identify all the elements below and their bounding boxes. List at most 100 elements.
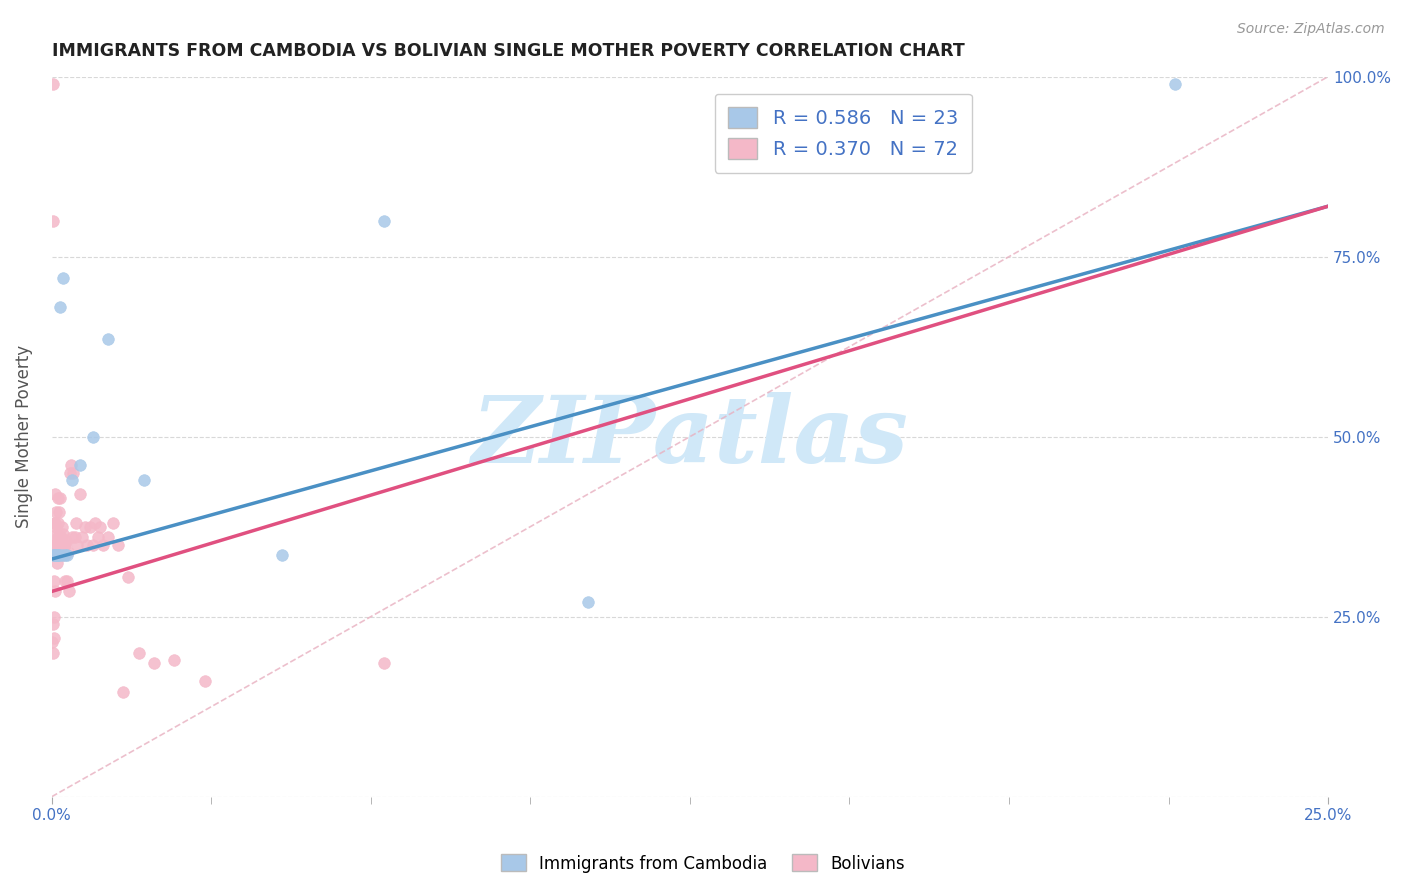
Point — [44, 584, 66, 599]
Point — [42, 549, 65, 563]
Point — [44, 538, 66, 552]
Point — [60, 531, 83, 545]
Text: ZIPatlas: ZIPatlas — [471, 392, 908, 482]
Point — [86, 531, 108, 545]
Point — [42, 213, 65, 227]
Point — [45, 549, 67, 563]
Point — [44, 516, 66, 530]
Point — [576, 595, 599, 609]
Point — [82, 538, 104, 552]
Point — [60, 473, 83, 487]
Point — [42, 616, 65, 631]
Point — [46, 549, 69, 563]
Point — [65, 516, 87, 530]
Point — [44, 516, 66, 530]
Point — [52, 549, 75, 563]
Point — [41, 635, 63, 649]
Point — [52, 271, 75, 285]
Point — [128, 646, 150, 660]
Text: Source: ZipAtlas.com: Source: ZipAtlas.com — [1237, 22, 1385, 37]
Point — [73, 519, 96, 533]
Point — [48, 549, 70, 563]
Point — [46, 491, 69, 505]
Point — [69, 458, 91, 473]
Point — [49, 531, 72, 545]
Legend: Immigrants from Cambodia, Bolivians: Immigrants from Cambodia, Bolivians — [494, 847, 912, 880]
Point — [82, 429, 104, 443]
Point — [142, 657, 165, 671]
Point — [42, 609, 65, 624]
Point — [55, 534, 77, 549]
Point — [69, 487, 91, 501]
Point — [53, 538, 76, 552]
Point — [1164, 77, 1187, 91]
Point — [270, 549, 292, 563]
Point — [51, 549, 73, 563]
Point — [373, 213, 395, 227]
Point — [46, 549, 69, 563]
Point — [163, 653, 186, 667]
Point — [44, 574, 66, 588]
Point — [373, 657, 395, 671]
Point — [91, 538, 114, 552]
Point — [132, 473, 155, 487]
Point — [44, 549, 66, 563]
Point — [48, 545, 70, 559]
Point — [59, 466, 82, 480]
Point — [97, 333, 120, 347]
Point — [53, 574, 76, 588]
Point — [46, 549, 69, 563]
Point — [45, 505, 67, 519]
Point — [84, 516, 107, 530]
Point — [51, 538, 73, 552]
Point — [63, 531, 86, 545]
Point — [107, 538, 129, 552]
Point — [48, 549, 70, 563]
Point — [72, 531, 94, 545]
Text: IMMIGRANTS FROM CAMBODIA VS BOLIVIAN SINGLE MOTHER POVERTY CORRELATION CHART: IMMIGRANTS FROM CAMBODIA VS BOLIVIAN SIN… — [52, 42, 965, 60]
Point — [45, 538, 67, 552]
Point — [49, 300, 72, 314]
Point — [46, 516, 69, 530]
Point — [45, 556, 67, 570]
Point — [49, 545, 72, 559]
Point — [49, 491, 72, 505]
Point — [44, 549, 66, 563]
Point — [45, 549, 67, 563]
Point — [45, 519, 67, 533]
Point — [89, 519, 111, 533]
Point — [49, 538, 72, 552]
Point — [45, 534, 67, 549]
Point — [44, 545, 66, 559]
Point — [56, 574, 79, 588]
Point — [66, 538, 89, 552]
Point — [117, 570, 139, 584]
Point — [45, 545, 67, 559]
Point — [42, 646, 65, 660]
Point — [56, 545, 79, 559]
Y-axis label: Single Mother Poverty: Single Mother Poverty — [15, 345, 32, 528]
Point — [101, 516, 124, 530]
Point — [56, 549, 79, 563]
Point — [53, 538, 76, 552]
Point — [44, 487, 66, 501]
Point — [42, 632, 65, 646]
Point — [48, 531, 70, 545]
Point — [194, 674, 217, 689]
Point — [62, 466, 84, 480]
Legend: R = 0.586   N = 23, R = 0.370   N = 72: R = 0.586 N = 23, R = 0.370 N = 72 — [714, 94, 972, 173]
Point — [51, 531, 73, 545]
Point — [48, 531, 70, 545]
Point — [76, 538, 98, 552]
Point — [42, 77, 65, 91]
Point — [60, 458, 83, 473]
Point — [52, 526, 75, 541]
Point — [112, 685, 135, 699]
Point — [51, 519, 73, 533]
Point — [46, 526, 69, 541]
Point — [79, 519, 101, 533]
Point — [44, 549, 66, 563]
Point — [53, 549, 76, 563]
Point — [97, 531, 120, 545]
Point — [48, 505, 70, 519]
